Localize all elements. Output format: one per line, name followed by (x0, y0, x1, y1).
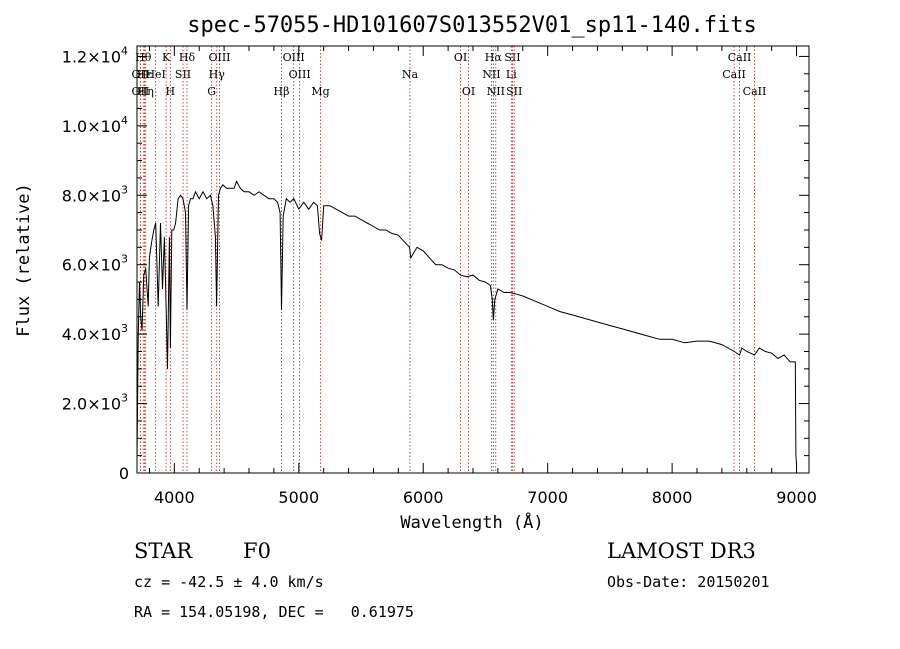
spectral-line-label: OI (454, 51, 467, 64)
spectral-line-label: HeI (145, 68, 165, 81)
spectral-line-label: G (207, 85, 216, 98)
x-tick-label: 6000 (403, 488, 444, 507)
spectral-line-label: OIII (283, 51, 305, 64)
x-tick-label: 7000 (527, 488, 568, 507)
observation-date: Obs-Date: 20150201 (607, 573, 770, 591)
velocity-readout: cz = -42.5 ± 4.0 km/s (134, 573, 324, 591)
spectral-line-label: Hη (138, 85, 154, 98)
spectral-line-label: CaII (743, 85, 767, 98)
y-tick-label: 1.0×104 (62, 114, 128, 136)
object-class: STAR (134, 539, 193, 563)
spectral-line-label: NII (487, 85, 505, 98)
spectral-line-label: SII (504, 51, 520, 64)
spectral-line-label: SII (175, 68, 191, 81)
spectral-line-label: Hε (137, 68, 153, 81)
x-tick-label: 8000 (652, 488, 693, 507)
spectral-line-label: Li (506, 68, 517, 81)
y-tick-label: 0 (119, 464, 129, 483)
x-tick-label: 4000 (154, 488, 195, 507)
spectral-line-label: OI (462, 85, 475, 98)
spectral-line-label: Hδ (179, 51, 196, 64)
y-tick-label: 8.0×103 (62, 183, 128, 205)
x-tick-label: 9000 (776, 488, 817, 507)
spectral-line-label: SII (506, 85, 522, 98)
y-axis-ticks: 0 2.0×103 4.0×103 6.0×103 8.0×103 1.0×104 1.2×… (62, 44, 809, 483)
x-tick-label: 5000 (278, 488, 319, 507)
spectral-line-label: K (162, 51, 171, 64)
y-tick-label: 1.2×104 (62, 44, 128, 66)
y-tick-label: 6.0×103 (62, 253, 128, 275)
y-tick-label: 4.0×103 (62, 322, 128, 344)
spectral-line-label: CaII (722, 68, 746, 81)
x-axis-label: Wavelength (Å) (400, 511, 543, 533)
y-axis-label: Flux (relative) (14, 183, 34, 337)
coordinates-readout: RA = 154.05198, DEC = 0.61975 (134, 603, 414, 621)
x-axis-ticks: 4000 5000 6000 7000 8000 9000 (148, 46, 817, 507)
spectral-line-label: Hθ (135, 51, 152, 64)
spectral-line-label: Na (402, 68, 419, 81)
spectral-line-label: OIII (289, 68, 311, 81)
chart-title: spec-57055-HD101607S013552V01_sp11-140.f… (187, 13, 757, 38)
spectrum-series-line (136, 180, 798, 467)
spectral-line-markers: OIIOIIHθHεHηHeIKHSIIHδGHγOIIIHβOIIIOIIIM… (132, 46, 767, 473)
survey-name: LAMOST DR3 (607, 539, 756, 563)
spectral-line-label: Hβ (274, 85, 290, 98)
spectral-line-label: Hγ (209, 68, 226, 81)
spectral-line-label: NII (482, 68, 500, 81)
spectral-line-label: H (166, 85, 176, 98)
y-tick-label: 2.0×103 (62, 392, 128, 414)
spectral-line-label: Hα (485, 51, 503, 64)
spectral-line-label: CaII (728, 51, 752, 64)
plot-frame (136, 45, 810, 474)
spectral-line-label: Mg (311, 85, 329, 98)
object-subclass: F0 (243, 539, 271, 563)
spectral-line-label: OIII (208, 51, 230, 64)
